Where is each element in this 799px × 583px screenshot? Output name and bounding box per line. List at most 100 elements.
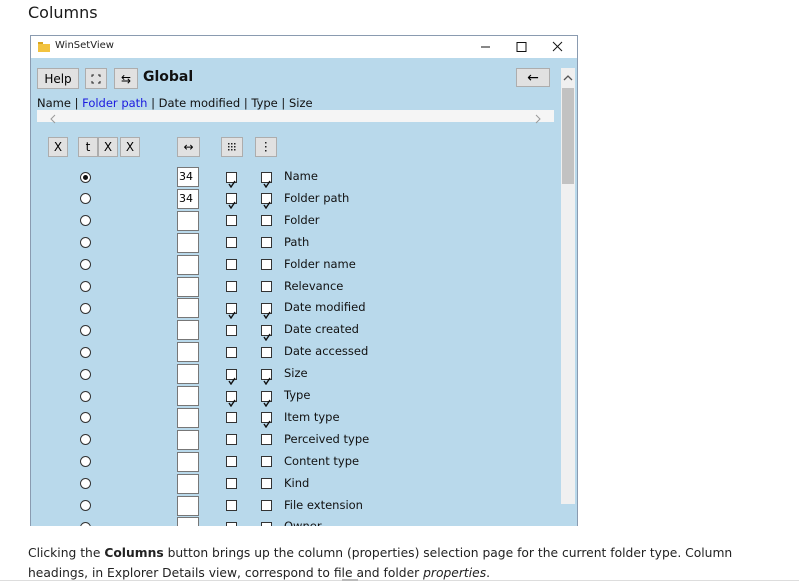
checkbox[interactable]	[226, 302, 237, 320]
breadcrumb-separator: |	[74, 96, 79, 110]
radio[interactable]	[80, 215, 91, 227]
column-button[interactable]: X	[48, 137, 68, 157]
checkbox[interactable]	[261, 259, 272, 271]
column-name[interactable]: Folder	[284, 212, 320, 227]
checkbox[interactable]	[226, 412, 237, 424]
column-name[interactable]: Relevance	[284, 278, 344, 293]
scroll-up[interactable]	[563, 74, 573, 82]
checkbox[interactable]	[261, 478, 272, 490]
width-input[interactable]	[177, 407, 199, 428]
checkmark	[228, 377, 236, 385]
checkbox[interactable]	[226, 215, 237, 227]
caption-text: Columns	[104, 546, 164, 560]
width-input[interactable]	[177, 210, 199, 231]
checkbox[interactable]	[261, 456, 272, 468]
checkbox[interactable]	[261, 281, 272, 292]
checkmark	[228, 399, 236, 407]
width-input[interactable]	[177, 276, 199, 297]
window-controls[interactable]	[476, 36, 577, 58]
radio[interactable]	[80, 500, 91, 511]
radio[interactable]	[80, 390, 91, 402]
radio[interactable]	[80, 478, 91, 490]
width-input[interactable]	[177, 298, 199, 319]
column-name[interactable]: Path	[284, 234, 310, 249]
checkmark	[263, 202, 271, 210]
radio[interactable]	[80, 302, 91, 314]
radio[interactable]	[80, 434, 91, 446]
radio[interactable]	[80, 521, 91, 526]
checkbox[interactable]	[261, 302, 272, 320]
checkbox[interactable]	[261, 434, 272, 446]
column-button[interactable]: X	[98, 137, 118, 157]
width-input[interactable]	[177, 451, 199, 472]
checkbox[interactable]	[226, 193, 237, 210]
width-input[interactable]	[177, 342, 199, 363]
checkbox[interactable]	[226, 237, 237, 249]
checkbox[interactable]	[261, 368, 272, 385]
checkbox[interactable]	[261, 521, 272, 526]
checkbox[interactable]	[226, 478, 237, 490]
checkbox[interactable]	[226, 390, 237, 407]
checkbox[interactable]	[226, 346, 237, 358]
checkbox[interactable]	[261, 346, 272, 358]
column-name: Date created	[284, 322, 359, 337]
checkbox[interactable]	[226, 259, 237, 271]
column-button[interactable]: t	[78, 137, 98, 157]
checkbox[interactable]	[226, 324, 237, 336]
checkbox[interactable]	[226, 281, 237, 292]
scroll-thumb[interactable]	[562, 88, 574, 184]
help-button[interactable]: Help	[37, 68, 79, 89]
breadcrumb-item[interactable]: Folder path	[82, 96, 148, 110]
checkbox[interactable]	[261, 500, 272, 511]
menu-button[interactable]	[255, 137, 277, 157]
column-button[interactable]: X	[120, 137, 140, 157]
scrollbar[interactable]	[561, 68, 575, 504]
checkbox[interactable]	[226, 368, 237, 385]
back-button[interactable]: ←	[516, 68, 550, 87]
checkbox[interactable]	[261, 171, 272, 188]
radio[interactable]	[80, 259, 91, 271]
width-input[interactable]	[177, 386, 199, 406]
h-scrollbar[interactable]	[37, 110, 554, 124]
radio[interactable]	[80, 456, 91, 468]
caption: Clicking the Columns button brings up th…	[28, 543, 793, 583]
width-input[interactable]	[177, 429, 199, 450]
radio[interactable]	[80, 368, 91, 380]
width-input[interactable]	[177, 364, 199, 385]
checkbox[interactable]	[226, 171, 237, 188]
width-input[interactable]	[177, 473, 199, 494]
width-input[interactable]: 34	[177, 167, 199, 187]
column-name[interactable]: Folder name	[284, 256, 356, 271]
checkbox[interactable]	[261, 324, 272, 342]
radio[interactable]	[80, 324, 91, 336]
checkbox[interactable]	[226, 500, 237, 511]
checkbox[interactable]	[226, 521, 237, 526]
checkbox[interactable]	[261, 193, 272, 210]
column-name[interactable]: Folder path	[284, 190, 350, 205]
checkbox[interactable]	[261, 237, 272, 249]
radio[interactable]	[80, 193, 91, 205]
breadcrumb: Name | Folder path | Date modified | Typ…	[37, 96, 313, 110]
radio[interactable]	[80, 346, 91, 358]
width-input[interactable]	[177, 495, 199, 516]
grid-button[interactable]	[221, 137, 243, 157]
width-input[interactable]	[177, 254, 199, 275]
fullscreen-button[interactable]	[85, 68, 107, 89]
checkbox[interactable]	[261, 390, 272, 407]
radio[interactable]	[80, 171, 91, 183]
width-input[interactable]	[177, 517, 199, 526]
checkbox[interactable]	[261, 215, 272, 227]
checkmark	[263, 377, 271, 385]
checkbox[interactable]	[261, 412, 272, 429]
radio[interactable]	[80, 281, 91, 292]
width-input[interactable]: 34	[177, 188, 199, 209]
radio[interactable]	[80, 237, 91, 249]
width-input[interactable]	[177, 232, 199, 253]
width-button[interactable]: ↔	[177, 137, 200, 157]
checkbox[interactable]	[226, 456, 237, 468]
swap-button[interactable]: ⇆	[114, 68, 138, 89]
radio[interactable]	[80, 412, 91, 424]
window: WinSetView Help ⇆ Global ← Name | Folder pat…	[30, 35, 578, 526]
checkbox[interactable]	[226, 434, 237, 446]
width-input[interactable]	[177, 320, 199, 341]
